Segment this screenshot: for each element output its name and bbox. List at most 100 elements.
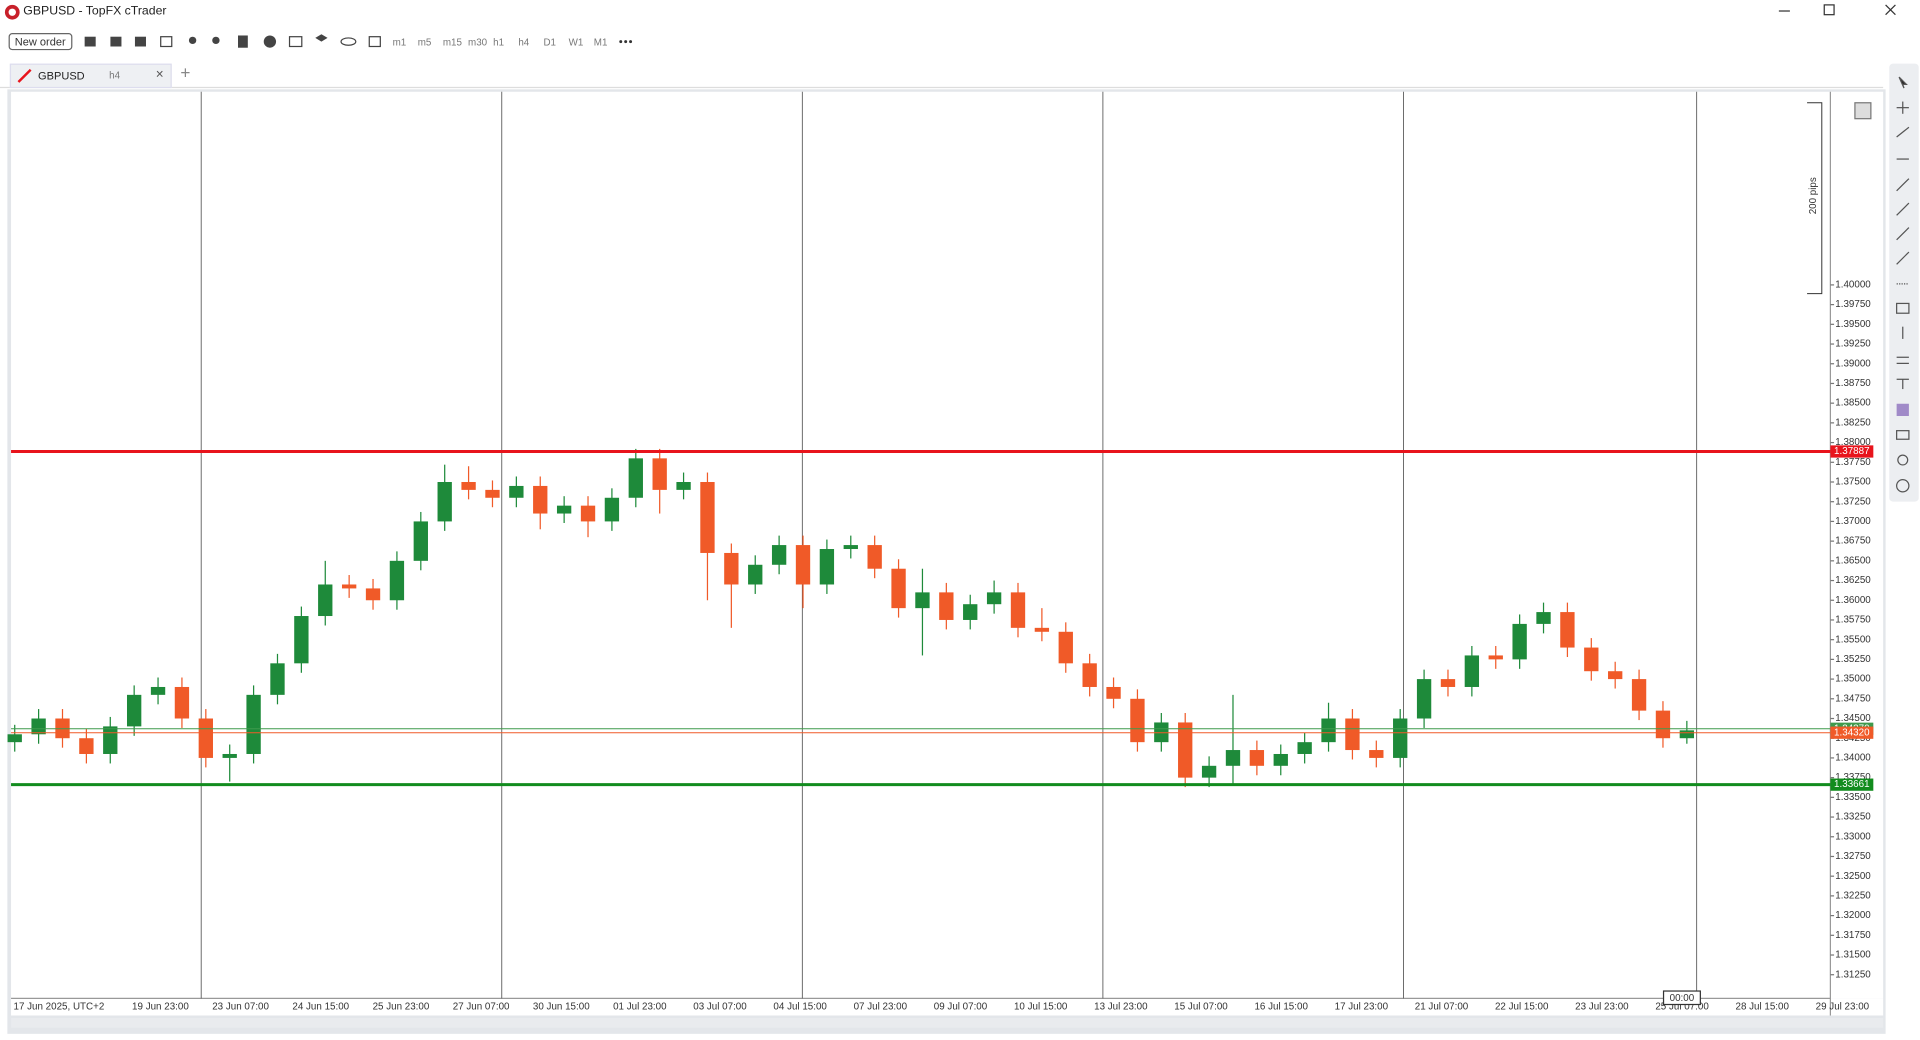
timeframe-button[interactable]: m5 [417, 36, 432, 48]
timeframe-button[interactable]: m30 [468, 36, 488, 48]
x-tick-label: 03 Jul 07:00 [693, 1002, 747, 1013]
price-label-box [1830, 778, 1874, 791]
price-label-box [1830, 726, 1874, 739]
candle-body [485, 489, 500, 498]
candle-body [246, 694, 261, 754]
candle-body [7, 734, 22, 743]
candle-body [819, 549, 835, 585]
y-tick-label: 1.37250 [1835, 496, 1871, 507]
x-tick-label: 15 Jul 07:00 [1174, 1002, 1228, 1013]
candle-body [1631, 679, 1647, 711]
candle-body [1178, 722, 1193, 778]
new-tab[interactable]: + [180, 62, 191, 82]
y-tick-label: 1.31250 [1835, 969, 1871, 980]
candle-body [1058, 631, 1073, 664]
y-tick-label: 1.39250 [1835, 339, 1871, 350]
x-tick-label: 25 Jul 07:00 [1655, 1002, 1709, 1013]
candle-body [1034, 627, 1050, 632]
title-bar: GBPUSD - TopFX cTrader [0, 0, 1920, 24]
candle-body [604, 497, 620, 522]
candle-body [270, 663, 285, 695]
y-tick-label: 1.34500 [1835, 713, 1871, 724]
timeframe-button[interactable]: h4 [518, 36, 530, 48]
y-tick-label: 1.39500 [1835, 319, 1871, 330]
price-label-box [1830, 445, 1874, 458]
timeframe-button[interactable]: M1 [593, 36, 608, 48]
price-label: 1.37887 [1834, 446, 1869, 457]
more-button[interactable] [616, 31, 641, 55]
y-tick-label: 1.36750 [1835, 536, 1871, 547]
timeframe-button[interactable]: D1 [543, 36, 557, 48]
candle-body [126, 694, 142, 727]
candle-body [1584, 647, 1599, 672]
y-tick-label: 1.31750 [1835, 930, 1871, 941]
candle-body [341, 584, 357, 589]
candle-body [700, 482, 715, 553]
candle-body [1345, 718, 1360, 751]
candle-body [413, 521, 428, 561]
tab-symbol: GBPUSD [38, 69, 85, 82]
drawing-tools[interactable] [1896, 76, 1910, 493]
y-tick-label: 1.35250 [1835, 654, 1871, 665]
candle-body [891, 568, 906, 609]
y-tick-label: 1.34000 [1835, 753, 1871, 764]
x-tick-label: 04 Jul 15:00 [773, 1002, 827, 1013]
y-tick-label: 1.37500 [1835, 477, 1871, 488]
candle-body [1201, 765, 1217, 778]
candle-body [318, 584, 333, 617]
candle-body [365, 588, 381, 601]
y-tick-label: 1.40000 [1835, 280, 1871, 291]
candle-body [1608, 671, 1623, 680]
toolbar-icons[interactable] [81, 31, 400, 55]
candle-body [1010, 592, 1026, 628]
toolbar: New order m1 m5 m15 m30 h1 h4 D1 W1 M1 [0, 31, 1877, 55]
candle-body [1464, 655, 1480, 687]
candle-body [79, 738, 94, 754]
y-tick-label: 1.35750 [1835, 615, 1871, 626]
time-axis [11, 998, 1884, 1016]
candle-body [628, 458, 643, 498]
y-tick-label: 1.36250 [1835, 575, 1871, 586]
y-tick-label: 1.33500 [1835, 792, 1871, 803]
drawing-toolbar[interactable] [1889, 63, 1919, 502]
tab-icon [17, 68, 32, 83]
chart-tab[interactable]: GBPUSD h4 × [9, 63, 172, 89]
tab-close[interactable]: × [155, 67, 164, 82]
axis-settings[interactable] [1854, 102, 1872, 120]
x-tick-label: 27 Jun 07:00 [453, 1002, 510, 1013]
candle-body [556, 505, 572, 514]
scrollbar[interactable] [11, 1017, 1884, 1028]
x-tick-label: 09 Jul 07:00 [934, 1002, 988, 1013]
candle-body [915, 592, 930, 609]
y-tick-label: 1.38500 [1835, 398, 1871, 409]
candle-body [461, 482, 476, 490]
plot-area [11, 91, 1884, 999]
candle-body [294, 616, 309, 664]
cursor-time-box [1662, 990, 1701, 1006]
y-tick-label: 1.33250 [1835, 812, 1871, 823]
timeframe-button[interactable]: m1 [392, 36, 407, 48]
y-tick-label: 1.32500 [1835, 871, 1871, 882]
y-tick-label: 1.32000 [1835, 910, 1871, 921]
tab-bar: GBPUSD h4 × + [0, 61, 1884, 89]
candle-body [389, 560, 405, 601]
window-controls[interactable] [1773, 0, 1920, 24]
candle-body [1082, 663, 1097, 687]
timeframe-button[interactable]: h1 [493, 36, 505, 48]
candle-body [724, 552, 739, 585]
timeframe-button[interactable]: m15 [442, 36, 462, 48]
y-tick-label: 1.35500 [1835, 634, 1871, 645]
y-tick-label: 1.35000 [1835, 674, 1871, 685]
candle-body [533, 485, 548, 514]
x-tick-label: 01 Jul 23:00 [613, 1002, 667, 1013]
candle-body [1536, 612, 1551, 624]
new-order-button[interactable]: New order [8, 33, 72, 51]
candle-body [1393, 718, 1408, 758]
x-tick-label: 22 Jul 15:00 [1495, 1002, 1549, 1013]
app-icon [4, 4, 20, 20]
x-tick-label: 25 Jun 23:00 [373, 1002, 430, 1013]
timeframe-button[interactable]: W1 [568, 36, 584, 48]
candle-body [843, 545, 858, 550]
candle-body [1679, 730, 1695, 739]
candle-body [748, 564, 763, 585]
